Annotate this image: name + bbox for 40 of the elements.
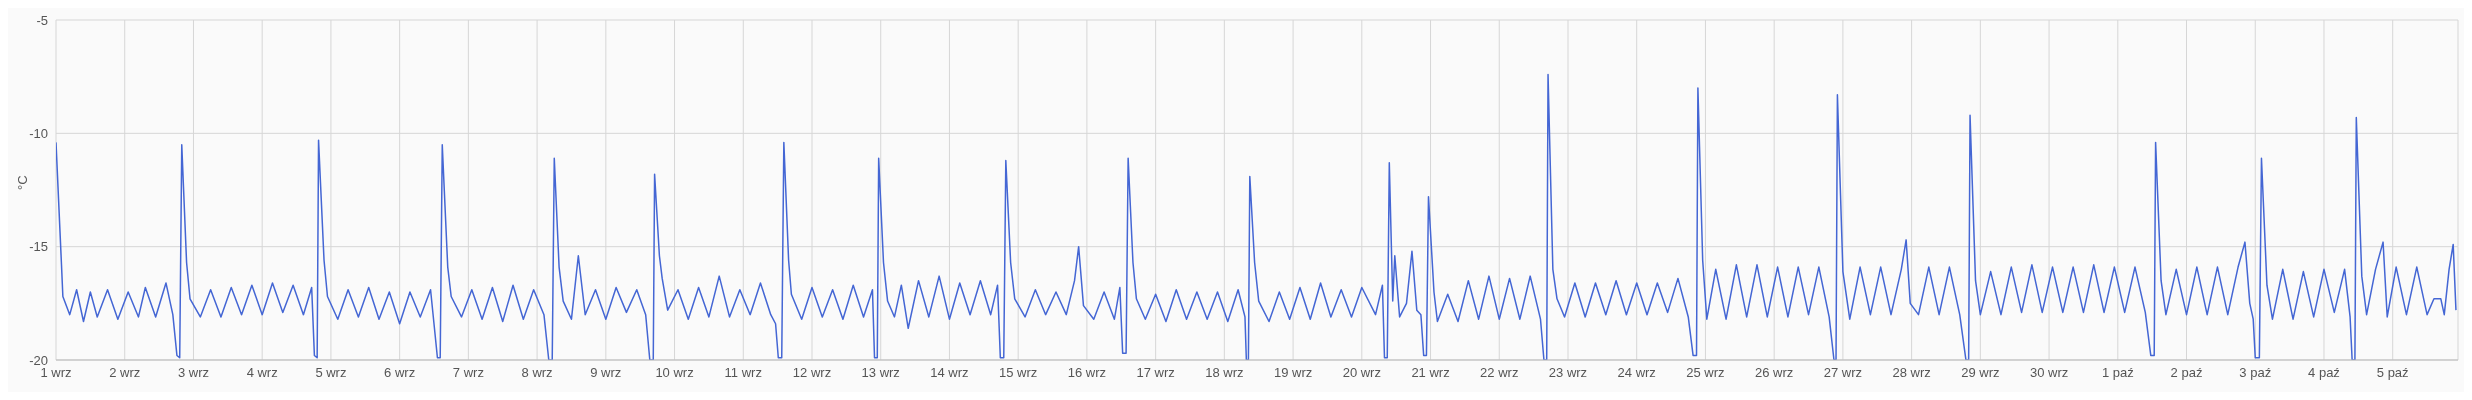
x-tick-label: 3 wrz	[177, 365, 209, 381]
x-tick-label: 1 paź	[2101, 365, 2134, 381]
y-tick-label: -10	[29, 125, 48, 141]
x-tick-label: 26 wrz	[1755, 365, 1794, 381]
x-tick-label: 29 wrz	[1961, 365, 2000, 381]
x-tick-label: 11 wrz	[724, 365, 762, 381]
x-tick-label: 12 wrz	[792, 365, 832, 381]
x-tick-label: 15 wrz	[999, 365, 1038, 381]
x-tick-label: 10 wrz	[655, 365, 694, 381]
x-tick-label: 5 paź	[2376, 365, 2409, 381]
x-tick-label: 9 wrz	[590, 365, 622, 381]
x-tick-label: 30 wrz	[2029, 365, 2069, 381]
x-tick-label: 6 wrz	[384, 365, 416, 381]
x-tick-label: 7 wrz	[452, 365, 484, 381]
y-tick-label: -15	[29, 239, 48, 255]
x-tick-label: 24 wrz	[1617, 365, 1656, 381]
x-tick-label: 4 wrz	[246, 365, 278, 381]
y-tick-label: -20	[29, 352, 48, 368]
x-tick-label: 2 wrz	[109, 365, 141, 381]
x-tick-label: 16 wrz	[1067, 365, 1107, 381]
x-tick-label: 1 wrz	[40, 365, 72, 381]
x-tick-label: 4 paź	[2308, 365, 2340, 381]
x-tick-label: 19 wrz	[1273, 365, 1313, 381]
x-tick-label: 14 wrz	[930, 365, 969, 381]
x-tick-label: 13 wrz	[861, 365, 900, 381]
x-tick-label: 5 wrz	[315, 365, 347, 381]
y-tick-label: -5	[36, 12, 48, 28]
x-tick-label: 20 wrz	[1342, 365, 1381, 381]
x-tick-label: 22 wrz	[1480, 365, 1519, 381]
y-axis-title: °C	[14, 175, 30, 190]
x-tick-label: 8 wrz	[521, 365, 553, 381]
x-tick-label: 2 paź	[2170, 365, 2203, 381]
x-tick-label: 3 paź	[2239, 365, 2272, 381]
x-tick-label: 27 wrz	[1823, 365, 1863, 381]
x-tick-label: 25 wrz	[1686, 365, 1725, 381]
x-tick-label: 21 wrz	[1411, 365, 1450, 381]
x-tick-label: 17 wrz	[1136, 365, 1175, 381]
x-tick-label: 28 wrz	[1892, 365, 1931, 381]
x-tick-label: 18 wrz	[1205, 365, 1244, 381]
x-tick-label: 23 wrz	[1548, 365, 1588, 381]
